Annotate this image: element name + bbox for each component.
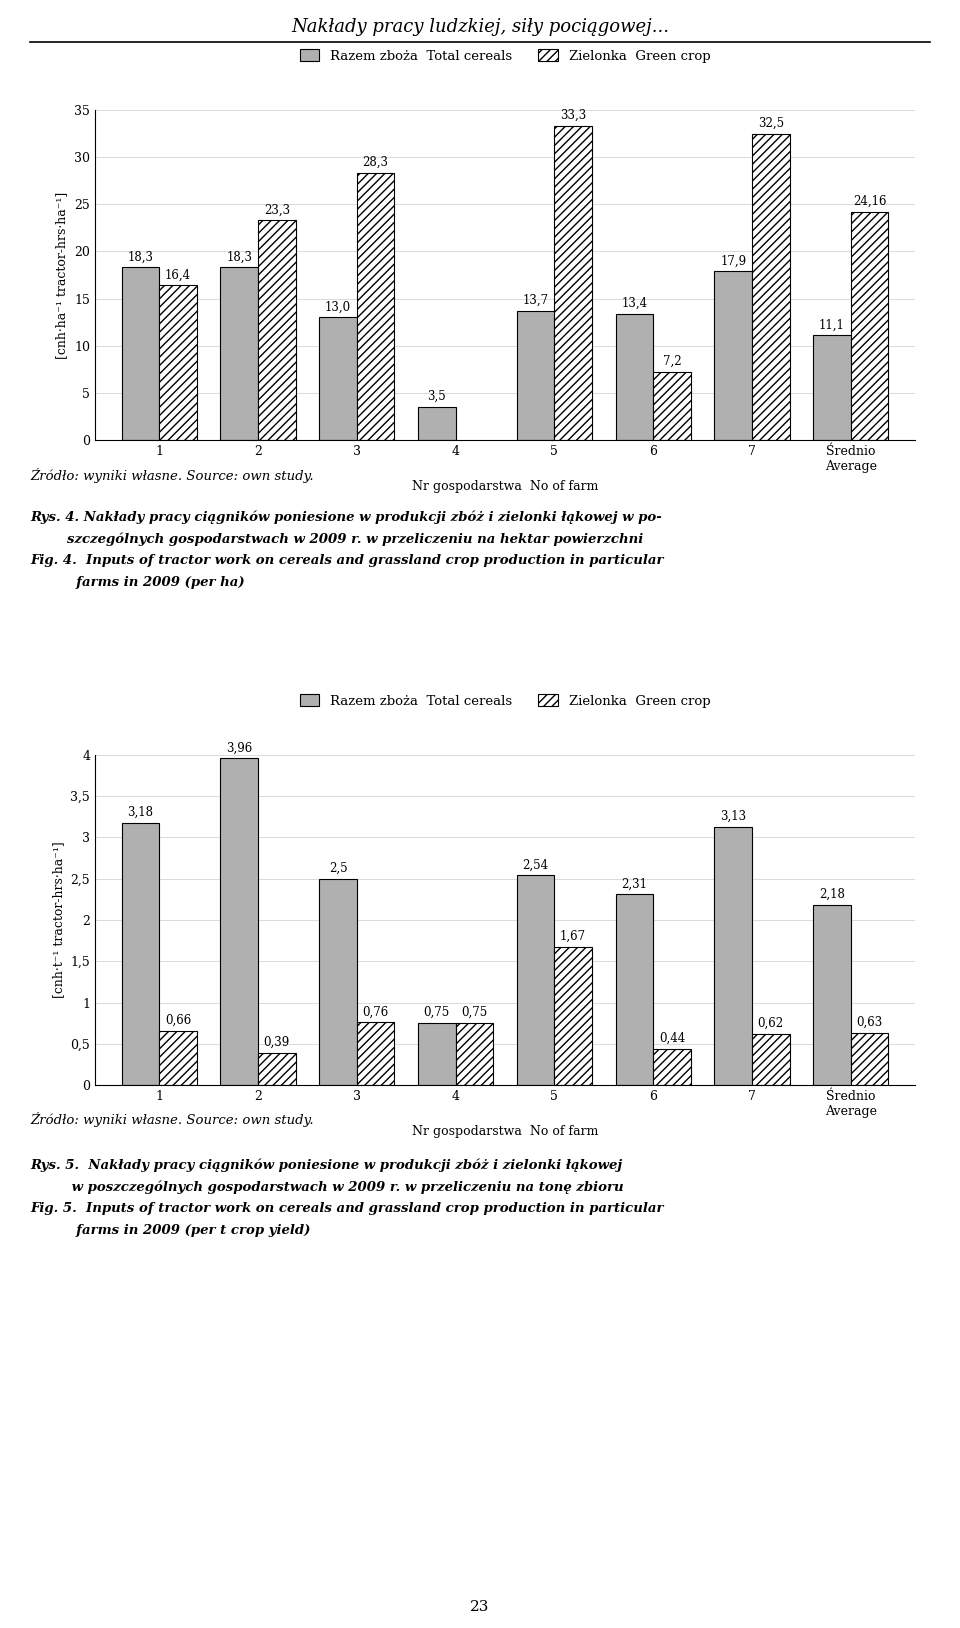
Text: 18,3: 18,3 [128,251,154,264]
Bar [615,314,653,440]
Bar [221,759,258,1084]
Text: Fig. 4.  Inputs of tractor work on cereals and grassland crop production in part: Fig. 4. Inputs of tractor work on cereal… [30,554,663,567]
Bar [615,894,653,1084]
Bar [357,1022,395,1084]
Bar [554,947,592,1084]
Bar [554,125,592,440]
Text: 2,5: 2,5 [328,861,348,874]
Text: 0,75: 0,75 [423,1006,450,1019]
Text: Nakłady pracy ludzkiej, siły pociągowej...: Nakłady pracy ludzkiej, siły pociągowej.… [291,18,669,36]
Text: 33,3: 33,3 [560,109,587,122]
Text: Rys. 4. Nakłady pracy ciągników poniesione w produkcji zbóż i zielonki łąkowej w: Rys. 4. Nakłady pracy ciągników poniesio… [30,510,661,524]
Bar [813,335,851,440]
Text: 11,1: 11,1 [819,319,845,332]
Text: Fig. 5.  Inputs of tractor work on cereals and grassland crop production in part: Fig. 5. Inputs of tractor work on cereal… [30,1201,663,1214]
Text: 3,5: 3,5 [427,391,446,404]
Bar [258,1053,296,1084]
Text: 13,4: 13,4 [621,296,647,309]
Text: farms in 2009 (per t crop yield): farms in 2009 (per t crop yield) [30,1224,310,1237]
Legend: Razem zboża  Total cereals, Zielonka  Green crop: Razem zboża Total cereals, Zielonka Gree… [295,689,716,713]
Text: 3,96: 3,96 [227,741,252,754]
Legend: Razem zboża  Total cereals, Zielonka  Green crop: Razem zboża Total cereals, Zielonka Gree… [295,44,716,68]
Text: 7,2: 7,2 [662,355,682,368]
Text: Źródło: wyniki własne. Source: own study.: Źródło: wyniki własne. Source: own study… [30,1112,314,1127]
Bar [653,373,691,440]
Bar [122,267,159,440]
Text: 0,63: 0,63 [856,1016,882,1029]
Text: w poszczególnych gospodarstwach w 2009 r. w przeliczeniu na tonę zbioru: w poszczególnych gospodarstwach w 2009 r… [30,1180,624,1193]
Text: 1,67: 1,67 [560,930,587,943]
Bar [516,876,554,1084]
Bar [418,407,456,440]
Bar [752,1034,789,1084]
Text: 0,39: 0,39 [264,1035,290,1048]
Bar [122,822,159,1084]
Text: 0,62: 0,62 [757,1018,783,1031]
Bar [418,1022,456,1084]
Bar [851,212,888,440]
Text: 24,16: 24,16 [852,195,886,208]
Bar [752,133,789,440]
Bar [320,317,357,440]
Bar [813,905,851,1084]
Bar [159,285,197,440]
Bar [456,1022,493,1084]
Bar [516,311,554,440]
Text: 17,9: 17,9 [720,254,746,267]
Y-axis label: [cnh·ha⁻¹ tractor-hrs·ha⁻¹]: [cnh·ha⁻¹ tractor-hrs·ha⁻¹] [56,192,68,358]
Text: 3,18: 3,18 [128,806,154,819]
Bar [653,1048,691,1084]
Bar [357,173,395,440]
Text: 28,3: 28,3 [363,156,389,169]
Text: 0,44: 0,44 [659,1032,685,1045]
Text: 2,18: 2,18 [819,889,845,902]
Bar [320,879,357,1084]
Text: 3,13: 3,13 [720,809,746,822]
Text: 13,0: 13,0 [325,301,351,314]
Text: 0,75: 0,75 [461,1006,488,1019]
Text: 16,4: 16,4 [165,269,191,282]
Text: 2,54: 2,54 [522,858,549,871]
Text: 18,3: 18,3 [227,251,252,264]
Text: 23: 23 [470,1600,490,1613]
Text: 23,3: 23,3 [264,204,290,217]
Bar [714,827,752,1084]
Text: Źródło: wyniki własne. Source: own study.: Źródło: wyniki własne. Source: own study… [30,467,314,484]
Text: 2,31: 2,31 [621,877,647,891]
Text: 13,7: 13,7 [522,295,549,306]
Text: Rys. 5.  Nakłady pracy ciągników poniesione w produkcji zbóż i zielonki łąkowej: Rys. 5. Nakłady pracy ciągników poniesio… [30,1158,622,1172]
Bar [159,1031,197,1084]
Text: 32,5: 32,5 [757,117,783,130]
Bar [258,220,296,440]
Text: 0,76: 0,76 [363,1006,389,1019]
Bar [221,267,258,440]
Y-axis label: [cnh·t⁻¹ tractor-hrs·ha⁻¹]: [cnh·t⁻¹ tractor-hrs·ha⁻¹] [52,842,65,998]
Text: szczególnych gospodarstwach w 2009 r. w przeliczeniu na hektar powierzchni: szczególnych gospodarstwach w 2009 r. w … [30,532,643,545]
Text: 0,66: 0,66 [165,1014,191,1027]
Bar [714,272,752,440]
Text: farms in 2009 (per ha): farms in 2009 (per ha) [30,576,245,589]
X-axis label: Nr gospodarstwa  No of farm: Nr gospodarstwa No of farm [412,1125,598,1138]
Bar [851,1034,888,1084]
X-axis label: Nr gospodarstwa  No of farm: Nr gospodarstwa No of farm [412,480,598,493]
